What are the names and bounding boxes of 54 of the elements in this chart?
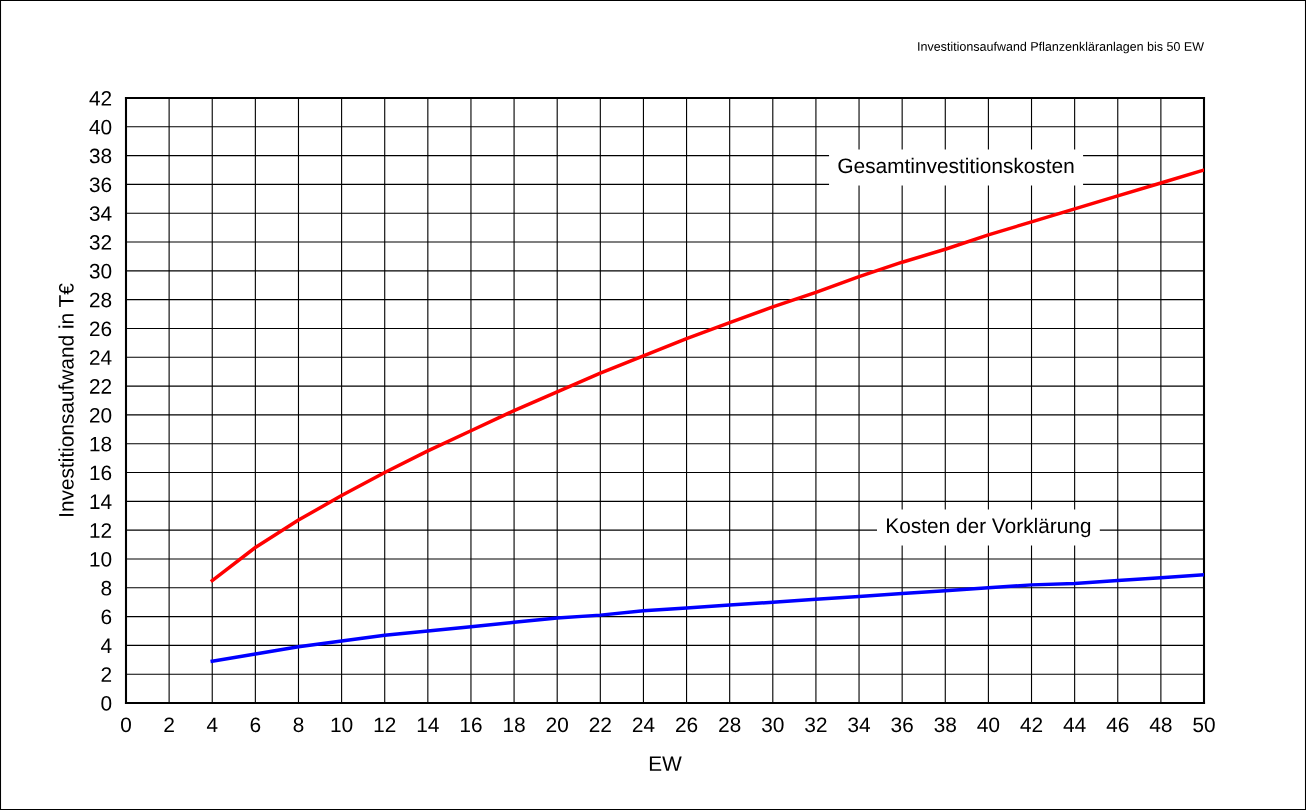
x-tick-label: 18: [504, 717, 525, 733]
y-tick-label: 22: [89, 379, 112, 394]
y-tick-label: 18: [90, 436, 112, 452]
y-tick-label: 8: [101, 580, 112, 596]
x-tick-label: 16: [460, 717, 482, 733]
x-tick-label: 26: [676, 717, 698, 733]
x-tick-label: 48: [1149, 717, 1172, 733]
x-tick-label: 38: [934, 717, 956, 733]
y-tick-label: 30: [89, 263, 112, 279]
y-tick-label: 36: [89, 177, 112, 193]
y-tick-label: 34: [89, 206, 112, 221]
x-tick-label: 46: [1106, 717, 1129, 733]
x-tick-label: 0: [121, 717, 131, 733]
x-tick-label: 50: [1193, 717, 1215, 733]
x-tick-label: 24: [632, 717, 655, 732]
y-tick-label: 28: [89, 292, 112, 308]
x-tick-label: 30: [762, 717, 784, 733]
x-tick-label: 42: [1020, 717, 1043, 732]
x-tick-label: 14: [417, 717, 439, 732]
y-tick-label: 40: [89, 119, 112, 135]
y-tick-label: 2: [101, 667, 112, 682]
y-tick-label: 24: [89, 350, 112, 365]
y-tick-label: 14: [90, 494, 112, 509]
y-tick-label: 38: [89, 148, 112, 164]
x-tick-label: 12: [374, 717, 396, 732]
y-tick-label: 10: [90, 551, 112, 567]
y-tick-label: 12: [90, 523, 112, 538]
x-tick-label: 4: [206, 717, 218, 732]
y-tick-label: 6: [101, 609, 112, 625]
x-tick-label: 32: [805, 717, 827, 733]
y-tick-label: 4: [101, 638, 112, 653]
y-tick-label: 42: [89, 91, 112, 106]
x-axis-title: EW: [649, 756, 682, 771]
y-axis-title: Investitionsaufwand in T€: [58, 283, 74, 516]
x-tick-label: 44: [1063, 717, 1086, 732]
y-tick-label: 0: [101, 696, 112, 711]
x-tick-label: 6: [250, 717, 261, 733]
line-series: [210, 573, 1204, 663]
y-tick-label: 20: [89, 407, 112, 423]
x-tick-label: 10: [331, 717, 353, 733]
text: Kosten der Vorklärung: [887, 517, 1091, 538]
chart-title: Investitionsaufwand Pflanzenkläranlagen bis 50 EW: [918, 41, 1204, 54]
series-label: Gesamtinvestitionskosten: [838, 157, 1074, 174]
x-tick-label: 2: [164, 717, 174, 732]
x-tick-label: 8: [293, 717, 304, 733]
x-tick-label: 34: [848, 717, 871, 733]
x-tick-label: 40: [977, 717, 1000, 733]
y-tick-label: 16: [90, 465, 112, 481]
x-tick-label: 28: [719, 717, 741, 733]
x-tick-label: 20: [546, 717, 568, 733]
x-tick-label: 36: [891, 717, 913, 733]
x-tick-label: 22: [589, 717, 611, 732]
y-tick-label: 26: [89, 321, 112, 337]
y-tick-label: 32: [89, 235, 112, 250]
